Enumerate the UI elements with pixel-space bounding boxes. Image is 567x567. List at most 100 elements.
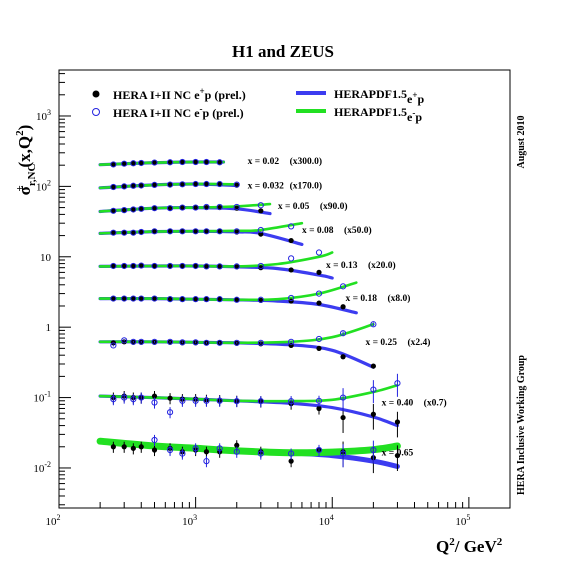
point-ep-minus [370,446,377,454]
point-ep-plus [340,304,346,310]
legend-text-part: e [407,92,413,106]
point-ep-minus [233,263,240,270]
point-ep-minus [138,338,145,345]
point-ep-plus [130,160,136,166]
point-ep-minus [110,229,117,236]
point-ep-plus [193,181,199,187]
point-ep-minus [257,450,264,457]
x-tick-label: 103 [182,513,197,528]
point-ep-plus [217,181,223,187]
point-ep-minus [166,296,174,303]
point-ep-plus [130,445,136,451]
y-axis-sub: r,NC [26,163,38,186]
point-ep-minus [138,262,145,269]
legend-pdf-plus: HERAPDF1.5e+p [334,87,424,106]
point-ep-plus [130,295,136,302]
point-ep-minus [110,342,117,349]
point-ep-minus [138,295,145,302]
point-ep-minus [233,228,240,235]
y-axis-sigma: σ [15,185,34,195]
point-ep-plus [121,263,127,269]
bin-labels: x = 0.02 (x300.0) x = 0.032 (x170.0) x = 0.0… [248,156,447,459]
point-ep-plus [138,160,144,166]
point-ep-minus [110,161,117,168]
point-ep-minus [315,397,323,404]
point-ep-minus [203,203,210,211]
point-ep-minus [179,204,186,211]
point-ep-plus [234,297,240,303]
bin-factor: (x2.4) [407,337,430,348]
point-ep-minus [192,339,199,346]
point-ep-plus [130,230,136,236]
x-tick-label: 105 [455,513,470,528]
x-axis-sup2: 2 [497,536,503,548]
point-ep-minus [339,283,347,290]
bin-factor: (x8.0) [387,293,410,304]
side-text-date: August 2010 [516,115,527,168]
bin-factor: (x90.0) [320,201,348,212]
point-ep-minus [110,207,117,214]
bin-factor: (x50.0) [344,225,372,236]
point-ep-minus [130,206,137,213]
point-ep-minus [151,399,158,406]
y-axis-sup2: 2 [14,130,26,136]
point-ep-plus [121,183,127,189]
point-ep-minus [151,295,158,302]
point-ep-minus [192,262,199,270]
point-ep-plus [316,300,322,306]
x-axis-q: Q [436,537,449,556]
point-ep-plus [121,444,127,450]
point-ep-plus [167,296,173,302]
point-ep-minus [151,205,158,212]
point-ep-minus [166,205,174,212]
point-ep-minus [138,394,145,401]
bin-label: x = 0.13 [326,261,358,271]
point-ep-minus [138,159,145,167]
point-ep-plus [203,449,210,455]
point-ep-plus [288,237,294,244]
point-ep-plus [151,447,158,453]
legend-marker-filled [92,90,100,98]
point-ep-minus [110,295,117,302]
point-ep-minus [151,228,158,235]
point-ep-minus [257,226,264,234]
legend-text-part: + [412,90,417,100]
point-ep-minus [257,202,264,209]
y-tick-label: 103 [36,108,51,123]
point-ep-minus [233,181,240,188]
point-ep-minus [179,262,186,270]
point-ep-plus [217,263,223,270]
point-ep-minus [216,445,223,452]
point-ep-plus [370,411,376,417]
x-axis-rest: / GeV [454,537,498,556]
point-ep-plus [234,264,240,270]
point-ep-plus [167,395,173,401]
y-tick-label: 102 [36,178,51,193]
point-ep-plus [179,204,185,211]
point-ep-minus [130,295,137,302]
point-ep-plus [340,414,346,421]
point-ep-minus [203,339,210,346]
point-ep-plus [203,228,210,234]
point-ep-minus [166,446,174,454]
point-ep-minus [370,321,377,328]
point-ep-minus [179,296,186,303]
point-ep-minus [130,229,137,236]
point-ep-plus [288,458,294,464]
point-ep-minus [315,335,323,343]
point-ep-minus [339,394,347,401]
bin-factor: (x170.0) [290,180,322,191]
legend-text-part: p (prel.) [203,106,244,120]
legend-marker-open [92,108,100,116]
point-ep-plus [110,208,116,214]
point-ep-plus [316,269,322,275]
point-ep-minus [233,296,240,303]
point-ep-plus [193,296,199,302]
point-ep-plus [179,181,185,187]
point-ep-minus [288,398,295,405]
point-ep-minus [179,181,186,188]
y-axis-end: ) [15,125,34,131]
point-ep-minus [121,337,128,344]
point-ep-plus [370,363,376,369]
point-ep-minus [233,448,240,455]
